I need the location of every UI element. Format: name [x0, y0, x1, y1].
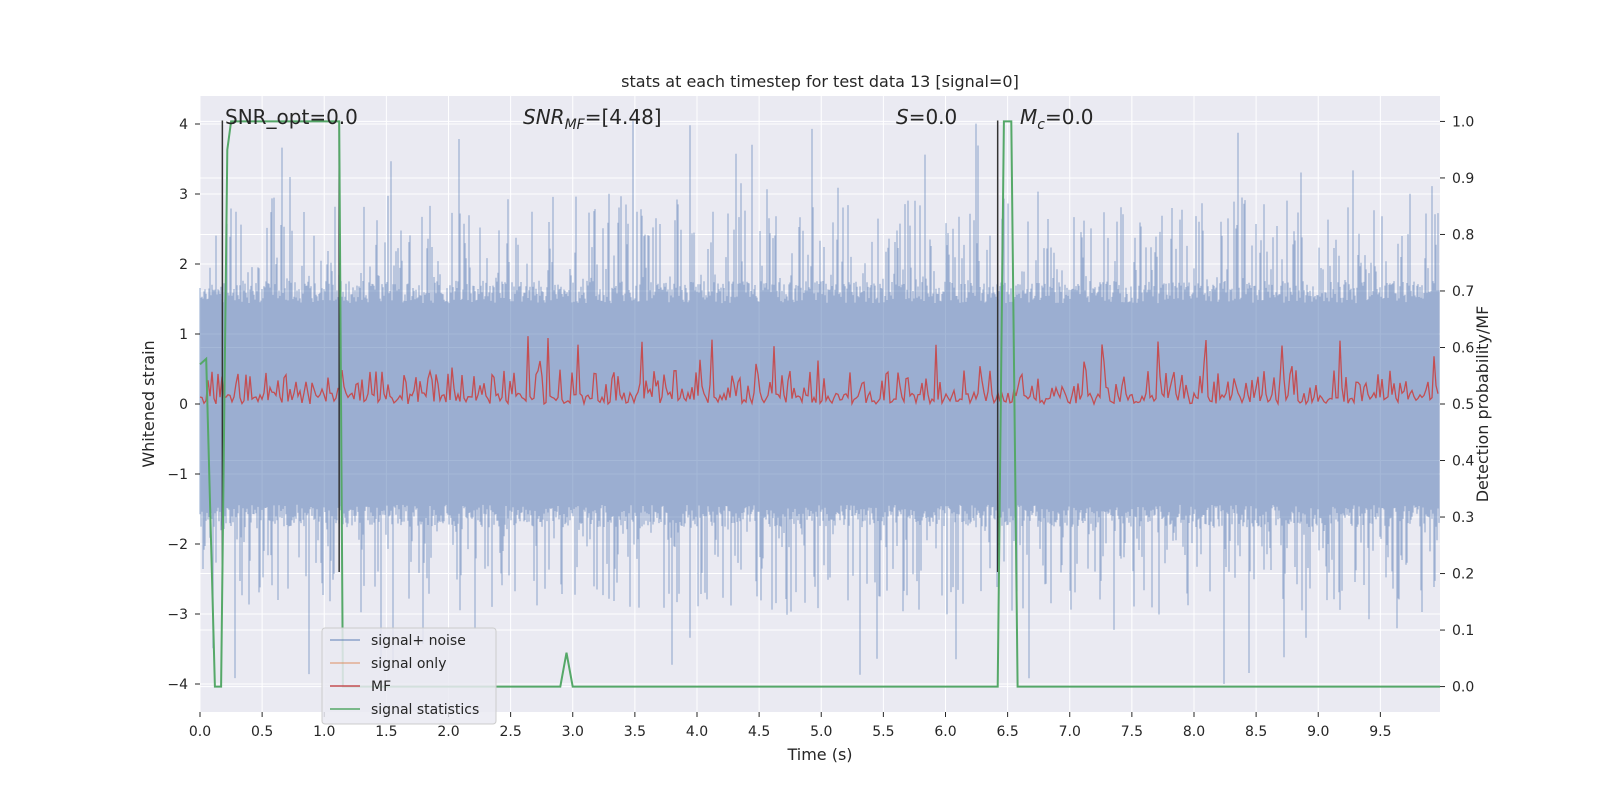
y-tick-label: −2: [167, 537, 188, 553]
y-axis-ticks: −4 −3 −2 −1 0 1 2 3 4: [167, 117, 200, 693]
x-tick-label: 4.5: [748, 724, 770, 740]
annotation-snr-opt: SNR_opt=0.0: [225, 105, 358, 129]
annotation-mc: Mc=0.0: [1020, 105, 1094, 133]
series-signal-noise: [199, 120, 1440, 684]
x-tick-label: 7.5: [1121, 724, 1143, 740]
y2-tick-label: 1.0: [1452, 114, 1474, 130]
x-tick-label: 3.5: [624, 724, 646, 740]
mf-trace: [199, 336, 1439, 407]
x-tick-label: 9.5: [1369, 724, 1391, 740]
y2-tick-label: 0.6: [1452, 340, 1474, 356]
y2-tick-label: 0.5: [1452, 397, 1474, 413]
x-tick-label: 7.0: [1059, 724, 1081, 740]
y2-tick-label: 0.7: [1452, 284, 1474, 300]
y-tick-label: 3: [179, 187, 188, 203]
x-tick-label: 2.5: [499, 724, 521, 740]
x-axis-label: Time (s): [786, 745, 852, 764]
y-tick-label: −1: [167, 467, 188, 483]
x-tick-label: 6.0: [934, 724, 956, 740]
x-tick-label: 1.5: [375, 724, 397, 740]
x-tick-label: 5.0: [810, 724, 832, 740]
x-tick-label: 9.0: [1307, 724, 1329, 740]
y-tick-label: 1: [179, 327, 188, 343]
y-tick-label: −3: [167, 607, 188, 623]
annotation-s: S=0.0: [896, 105, 957, 129]
x-tick-label: 0.5: [251, 724, 273, 740]
annotations: SNR_opt=0.0 SNRMF=[4.48] S=0.0 Mc=0.0: [225, 105, 1094, 133]
x-tick-label: 0.0: [189, 724, 211, 740]
x-tick-label: 8.0: [1183, 724, 1205, 740]
legend-box: [321, 627, 497, 725]
series-mf: [199, 336, 1439, 407]
legend-label-signal-statistics: signal statistics: [371, 702, 479, 718]
x-tick-label: 5.5: [872, 724, 894, 740]
y-tick-label: 4: [179, 117, 188, 133]
y2-tick-label: 0.2: [1452, 567, 1474, 583]
y2-tick-label: 0.3: [1452, 510, 1474, 526]
y2-axis-ticks: 0.0 0.1 0.2 0.3 0.4 0.5 0.6 0.7 0.8 0.9 1.0: [1440, 114, 1474, 696]
legend-label-signal-only: signal only: [371, 656, 446, 672]
y2-tick-label: 0.1: [1452, 623, 1474, 639]
y-axis-label: Whitened strain: [139, 340, 158, 467]
y-tick-label: −4: [167, 677, 188, 693]
y-tick-label: 2: [179, 257, 188, 273]
legend: signal+ noise signal only MF signal stat…: [321, 627, 497, 725]
y2-tick-label: 0.4: [1452, 454, 1474, 470]
y2-tick-label: 0.0: [1452, 680, 1474, 696]
y2-tick-label: 0.8: [1452, 227, 1474, 243]
x-tick-label: 6.5: [996, 724, 1018, 740]
legend-label-signal-noise: signal+ noise: [371, 633, 466, 649]
chart-title: stats at each timestep for test data 13 …: [621, 72, 1019, 91]
x-tick-label: 1.0: [313, 724, 335, 740]
y-tick-label: 0: [179, 397, 188, 413]
x-tick-label: 2.0: [437, 724, 459, 740]
x-tick-label: 4.0: [686, 724, 708, 740]
y2-tick-label: 0.9: [1452, 171, 1474, 187]
annotation-snr-mf: SNRMF=[4.48]: [523, 105, 662, 133]
x-tick-label: 8.5: [1245, 724, 1267, 740]
x-tick-label: 3.0: [562, 724, 584, 740]
signal-noise-trace: [199, 120, 1440, 684]
legend-label-mf: MF: [371, 679, 391, 695]
y2-axis-label: Detection probability/MF: [1473, 306, 1492, 503]
x-axis-ticks: 0.0 0.5 1.0 1.5 2.0 2.5 3.0 3.5 4.0 4.5 5.0 5.5 6.0 6…: [189, 712, 1391, 740]
